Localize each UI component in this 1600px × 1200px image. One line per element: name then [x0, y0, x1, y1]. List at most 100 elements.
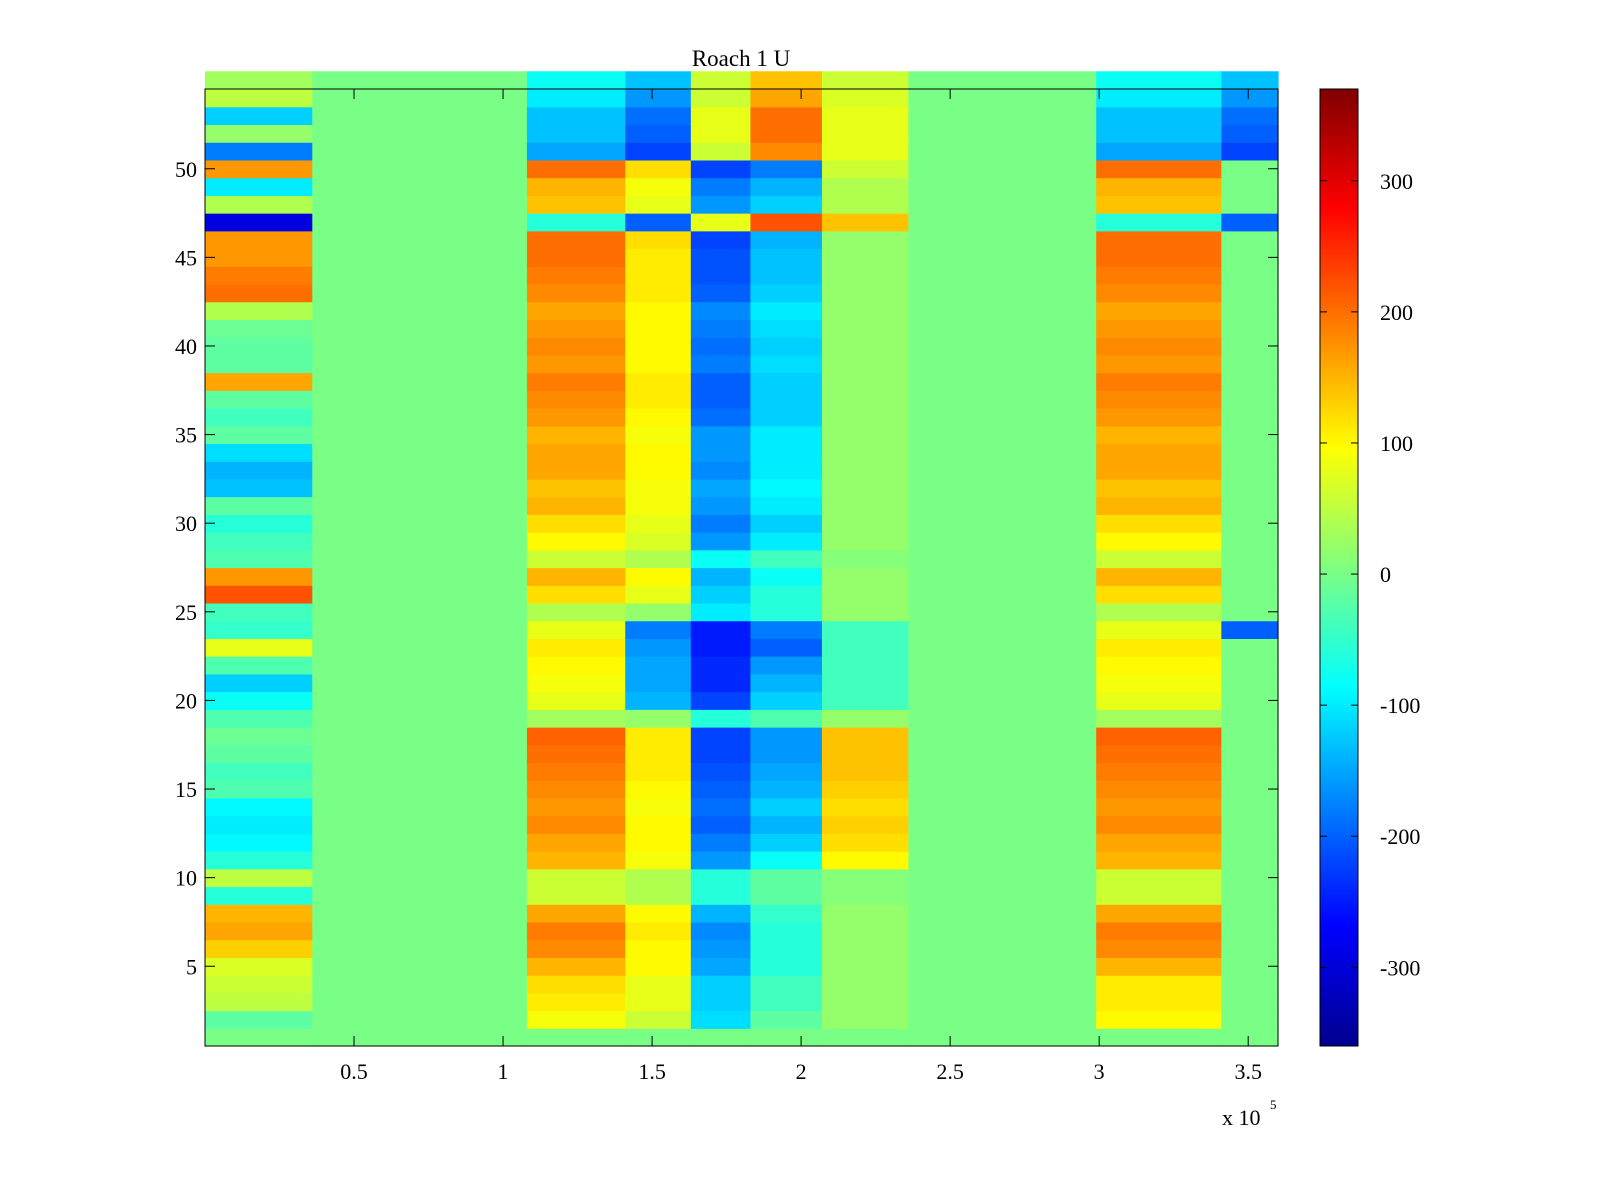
heatmap-cell — [205, 408, 313, 427]
heatmap-cell — [690, 425, 752, 445]
heatmap-cell — [625, 904, 692, 923]
heatmap-cell — [312, 337, 528, 356]
heatmap-cell — [690, 478, 752, 498]
heatmap-cell — [526, 904, 626, 923]
heatmap-cell — [750, 620, 823, 639]
heatmap-cell — [312, 142, 528, 161]
heatmap-cell — [908, 886, 1097, 905]
heatmap-cell — [1096, 372, 1222, 391]
heatmap-cell — [908, 230, 1097, 250]
heatmap-cell — [1221, 567, 1279, 586]
colorbar-tick-label: -200 — [1380, 824, 1420, 849]
colorbar: 300 200 100 0 -100 -200 -300 — [1319, 88, 1420, 1047]
heatmap-cell — [908, 443, 1097, 462]
heatmap-cell — [1096, 461, 1222, 480]
heatmap-cell — [690, 124, 752, 143]
heatmap-cell — [625, 159, 692, 179]
heatmap-cell — [205, 921, 313, 941]
heatmap-cell — [690, 443, 752, 462]
colorbar-tick-label: 200 — [1380, 300, 1413, 325]
heatmap-cell — [750, 780, 823, 799]
heatmap-cell — [625, 301, 692, 320]
heatmap-cell — [312, 230, 528, 250]
heatmap-cell — [821, 868, 910, 888]
heatmap-cell — [625, 142, 692, 161]
heatmap-cell — [205, 886, 313, 905]
heatmap-cell — [690, 638, 752, 657]
heatmap-cell — [312, 283, 528, 303]
heatmap-cell — [205, 744, 313, 764]
heatmap-cell — [750, 478, 823, 498]
heatmap-cell — [1096, 656, 1222, 675]
heatmap-cell — [1096, 230, 1222, 250]
heatmap-cell — [1221, 549, 1279, 569]
heatmap-cell — [908, 1028, 1097, 1047]
heatmap-cell — [312, 177, 528, 196]
heatmap-cell — [205, 939, 313, 958]
heatmap-cell — [821, 780, 910, 799]
heatmap-cell — [1096, 478, 1222, 498]
heatmap-cell — [690, 709, 752, 728]
heatmap-cell — [690, 620, 752, 639]
heatmap-cell — [312, 886, 528, 905]
heatmap-cell — [690, 301, 752, 320]
heatmap-cell — [821, 478, 910, 498]
heatmap-cell — [526, 656, 626, 675]
heatmap-cell — [908, 266, 1097, 285]
heatmap-cell — [750, 585, 823, 604]
heatmap-cell — [625, 638, 692, 657]
heatmap-cell — [205, 89, 313, 108]
heatmap-cell — [205, 585, 313, 604]
heatmap-cell — [1221, 425, 1279, 445]
heatmap-cell — [205, 673, 313, 693]
heatmap-cell — [625, 549, 692, 569]
heatmap-cell — [750, 461, 823, 480]
heatmap-cell — [908, 709, 1097, 728]
heatmap-cell — [1096, 921, 1222, 941]
heatmap-cell — [625, 213, 692, 232]
heatmap-cell — [690, 390, 752, 409]
heatmap-cell — [908, 797, 1097, 817]
heatmap-cell — [750, 159, 823, 179]
heatmap-cell — [821, 425, 910, 445]
heatmap-cell — [750, 319, 823, 338]
heatmap-cell — [625, 780, 692, 799]
heatmap-cell — [821, 408, 910, 427]
heatmap-cell — [908, 213, 1097, 232]
heatmap-cell — [625, 461, 692, 480]
heatmap-cell — [625, 567, 692, 586]
heatmap-cell — [1096, 602, 1222, 622]
heatmap-cell — [750, 354, 823, 374]
heatmap-cell — [205, 797, 313, 817]
heatmap-cell — [821, 975, 910, 994]
heatmap-cell — [205, 514, 313, 533]
heatmap-cell — [1221, 656, 1279, 675]
heatmap-cell — [1221, 514, 1279, 533]
heatmap-cell — [205, 992, 313, 1012]
heatmap-cell — [690, 230, 752, 250]
heatmap-cell — [625, 177, 692, 196]
heatmap-cell — [908, 337, 1097, 356]
heatmap-cell — [750, 106, 823, 126]
x-tick-label: 1.5 — [638, 1059, 666, 1084]
heatmap-cell — [821, 638, 910, 657]
heatmap-cell — [526, 496, 626, 515]
heatmap-cell — [1096, 106, 1222, 126]
heatmap-cell — [312, 620, 528, 639]
heatmap-cell — [690, 656, 752, 675]
heatmap-cell — [821, 939, 910, 958]
heatmap-cell — [1096, 833, 1222, 852]
heatmap-cell — [750, 762, 823, 781]
heatmap-cell — [908, 567, 1097, 586]
heatmap-cell — [1096, 301, 1222, 320]
heatmap-cell — [205, 727, 313, 746]
heatmap-cell — [625, 957, 692, 976]
heatmap-cell — [205, 762, 313, 781]
heatmap-cell — [690, 319, 752, 338]
heatmap-cell — [1096, 1010, 1222, 1029]
heatmap-cell — [690, 762, 752, 781]
heatmap-cell — [625, 797, 692, 817]
heatmap-cell — [1096, 886, 1222, 905]
heatmap-cell — [690, 266, 752, 285]
y-tick-label: 15 — [175, 777, 197, 802]
